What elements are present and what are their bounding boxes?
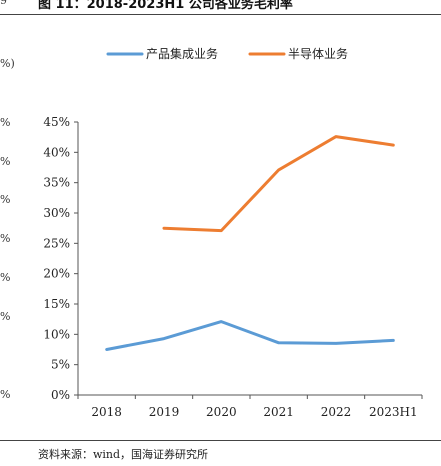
left-fragment: 9 [0,0,7,7]
chart: 0% 5% 10% 15% 20% 25% 30% 35% 40% 45% 2018 2019 2020… [43,46,423,419]
left-fragment: %) [0,57,14,70]
left-fragment: % [0,193,11,206]
source-note: 资料来源：wind，国海证券研究所 [38,448,209,461]
x-tick-label: 2021 [263,405,294,419]
x-tick-label: 2022 [321,405,352,419]
y-tick-label: 40% [43,145,70,159]
left-fragment: % [0,232,11,245]
y-tick-label: 25% [43,236,70,250]
x-tick-label: 2023H1 [369,405,418,419]
y-tick-label: 5% [51,358,70,372]
top-divider [0,14,441,15]
x-tick-label: 2020 [206,405,237,419]
y-tick-label: 20% [43,267,70,281]
figure-title: 图 11：2018-2023H1 公司各业务毛利率 [38,0,293,12]
y-tick-label: 10% [43,327,70,341]
y-tick-label: 15% [43,297,70,311]
legend-label-1: 产品集成业务 [146,46,218,61]
left-fragment: % [0,388,11,401]
legend-label-2: 半导体业务 [288,46,348,61]
y-tick-label: 35% [43,176,70,190]
x-tick-label: 2019 [149,405,180,419]
y-tick-label: 30% [43,206,70,220]
y-tick-label: 0% [51,388,70,402]
x-tick-label: 2018 [91,405,122,419]
series-line-1 [105,320,395,351]
left-fragment: % [0,310,11,323]
left-fragment: % [0,116,11,129]
left-fragment: % [0,271,11,284]
bottom-divider [0,440,441,441]
series-line-2 [162,135,395,233]
y-tick-label: 45% [43,115,70,129]
left-fragment: % [0,155,11,168]
